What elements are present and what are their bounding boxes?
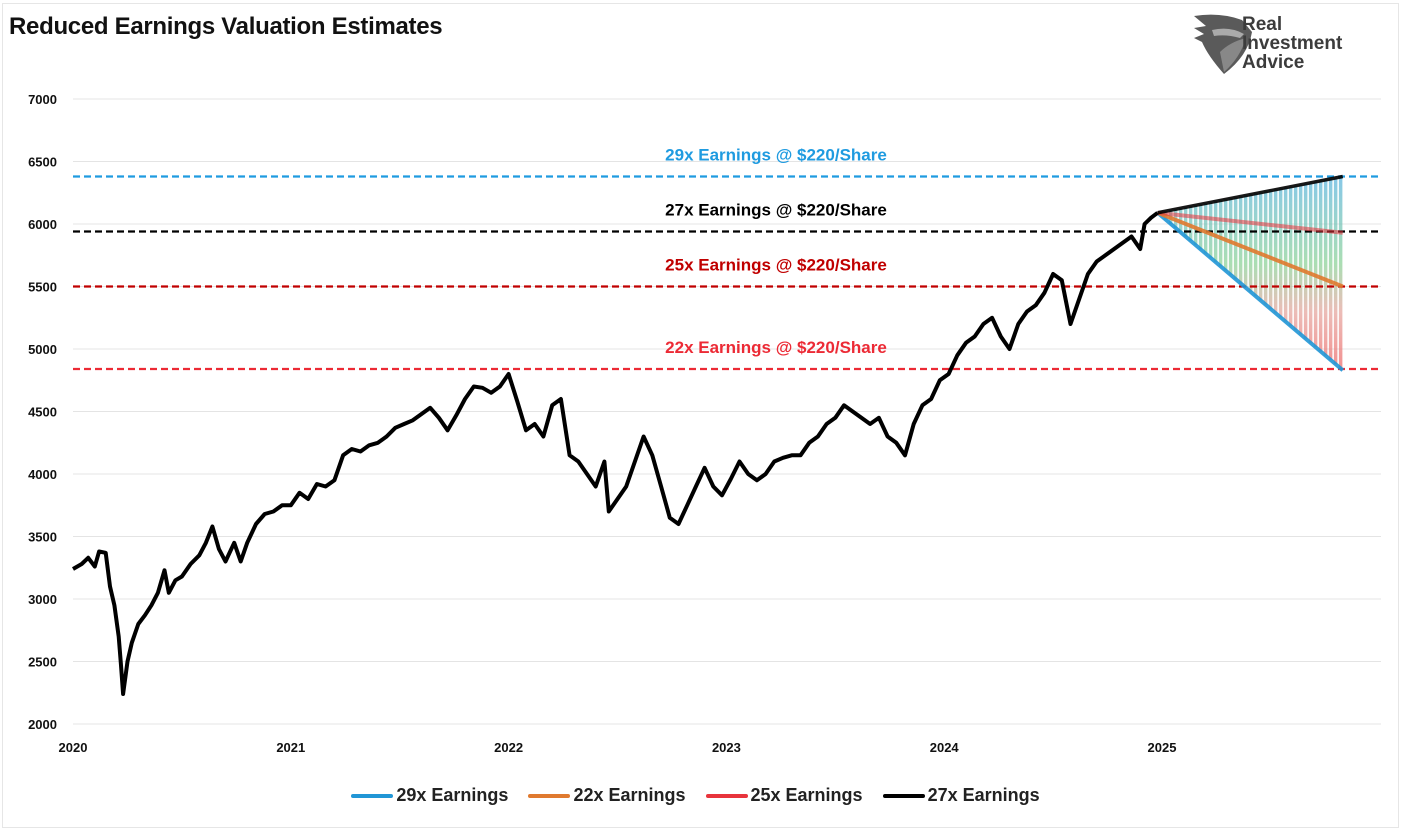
x-tick-label: 2023 (712, 740, 741, 755)
price-line (72, 211, 1159, 696)
chart-frame (2, 3, 1399, 828)
legend-item: 29x Earnings (351, 785, 508, 806)
legend-item: 22x Earnings (528, 785, 686, 806)
projection-line (1156, 210, 1344, 289)
eagle-shield-icon (1194, 14, 1252, 75)
y-tick-label: 5000 (28, 342, 57, 357)
legend-item: 27x Earnings (882, 785, 1040, 806)
logo-text: Real Investment Advice (1242, 15, 1342, 72)
legend-swatch (351, 793, 394, 798)
legend-item: 25x Earnings (705, 785, 863, 806)
projection-line (1157, 174, 1344, 215)
chart-title: Reduced Earnings Valuation Estimates (9, 13, 443, 40)
x-tick-label: 2025 (1148, 740, 1177, 755)
reference-line-label: 29x Earnings @ $220/Share (665, 146, 887, 165)
legend-label: 22x Earnings (573, 785, 686, 805)
legend-label: 25x Earnings (750, 785, 863, 805)
x-tick-label: 2020 (59, 740, 88, 755)
y-tick-label: 4000 (28, 467, 57, 482)
legend-label: 27x Earnings (927, 785, 1040, 805)
y-tick-label: 2500 (28, 655, 57, 670)
logo-line: Advice (1242, 52, 1305, 73)
x-tick-label: 2022 (494, 740, 523, 755)
legend-swatch (882, 793, 925, 798)
reference-line-label: 22x Earnings @ $220/Share (665, 338, 887, 357)
y-tick-label: 3000 (28, 592, 57, 607)
reference-line-label: 25x Earnings @ $220/Share (665, 256, 887, 275)
y-tick-label: 6500 (28, 155, 57, 170)
x-tick-label: 2021 (276, 740, 305, 755)
legend-label: 29x Earnings (396, 785, 509, 805)
logo-line: Real (1242, 14, 1283, 35)
projection-line (1156, 211, 1345, 372)
y-tick-label: 3500 (28, 530, 57, 545)
y-tick-label: 4500 (28, 405, 57, 420)
y-tick-label: 2000 (28, 717, 57, 732)
legend-swatch (528, 793, 571, 798)
projection-line (1157, 210, 1343, 235)
reference-line-label: 27x Earnings @ $220/Share (665, 201, 887, 220)
legend-swatch (705, 793, 748, 798)
y-tick-label: 6000 (28, 217, 57, 232)
y-tick-label: 7000 (28, 92, 57, 107)
logo-line: Investment (1242, 33, 1343, 54)
chart-legend: 29x Earnings 22x Earnings 25x Earnings 27x … (0, 785, 1403, 806)
y-tick-label: 5500 (28, 280, 57, 295)
x-tick-label: 2024 (930, 740, 960, 755)
